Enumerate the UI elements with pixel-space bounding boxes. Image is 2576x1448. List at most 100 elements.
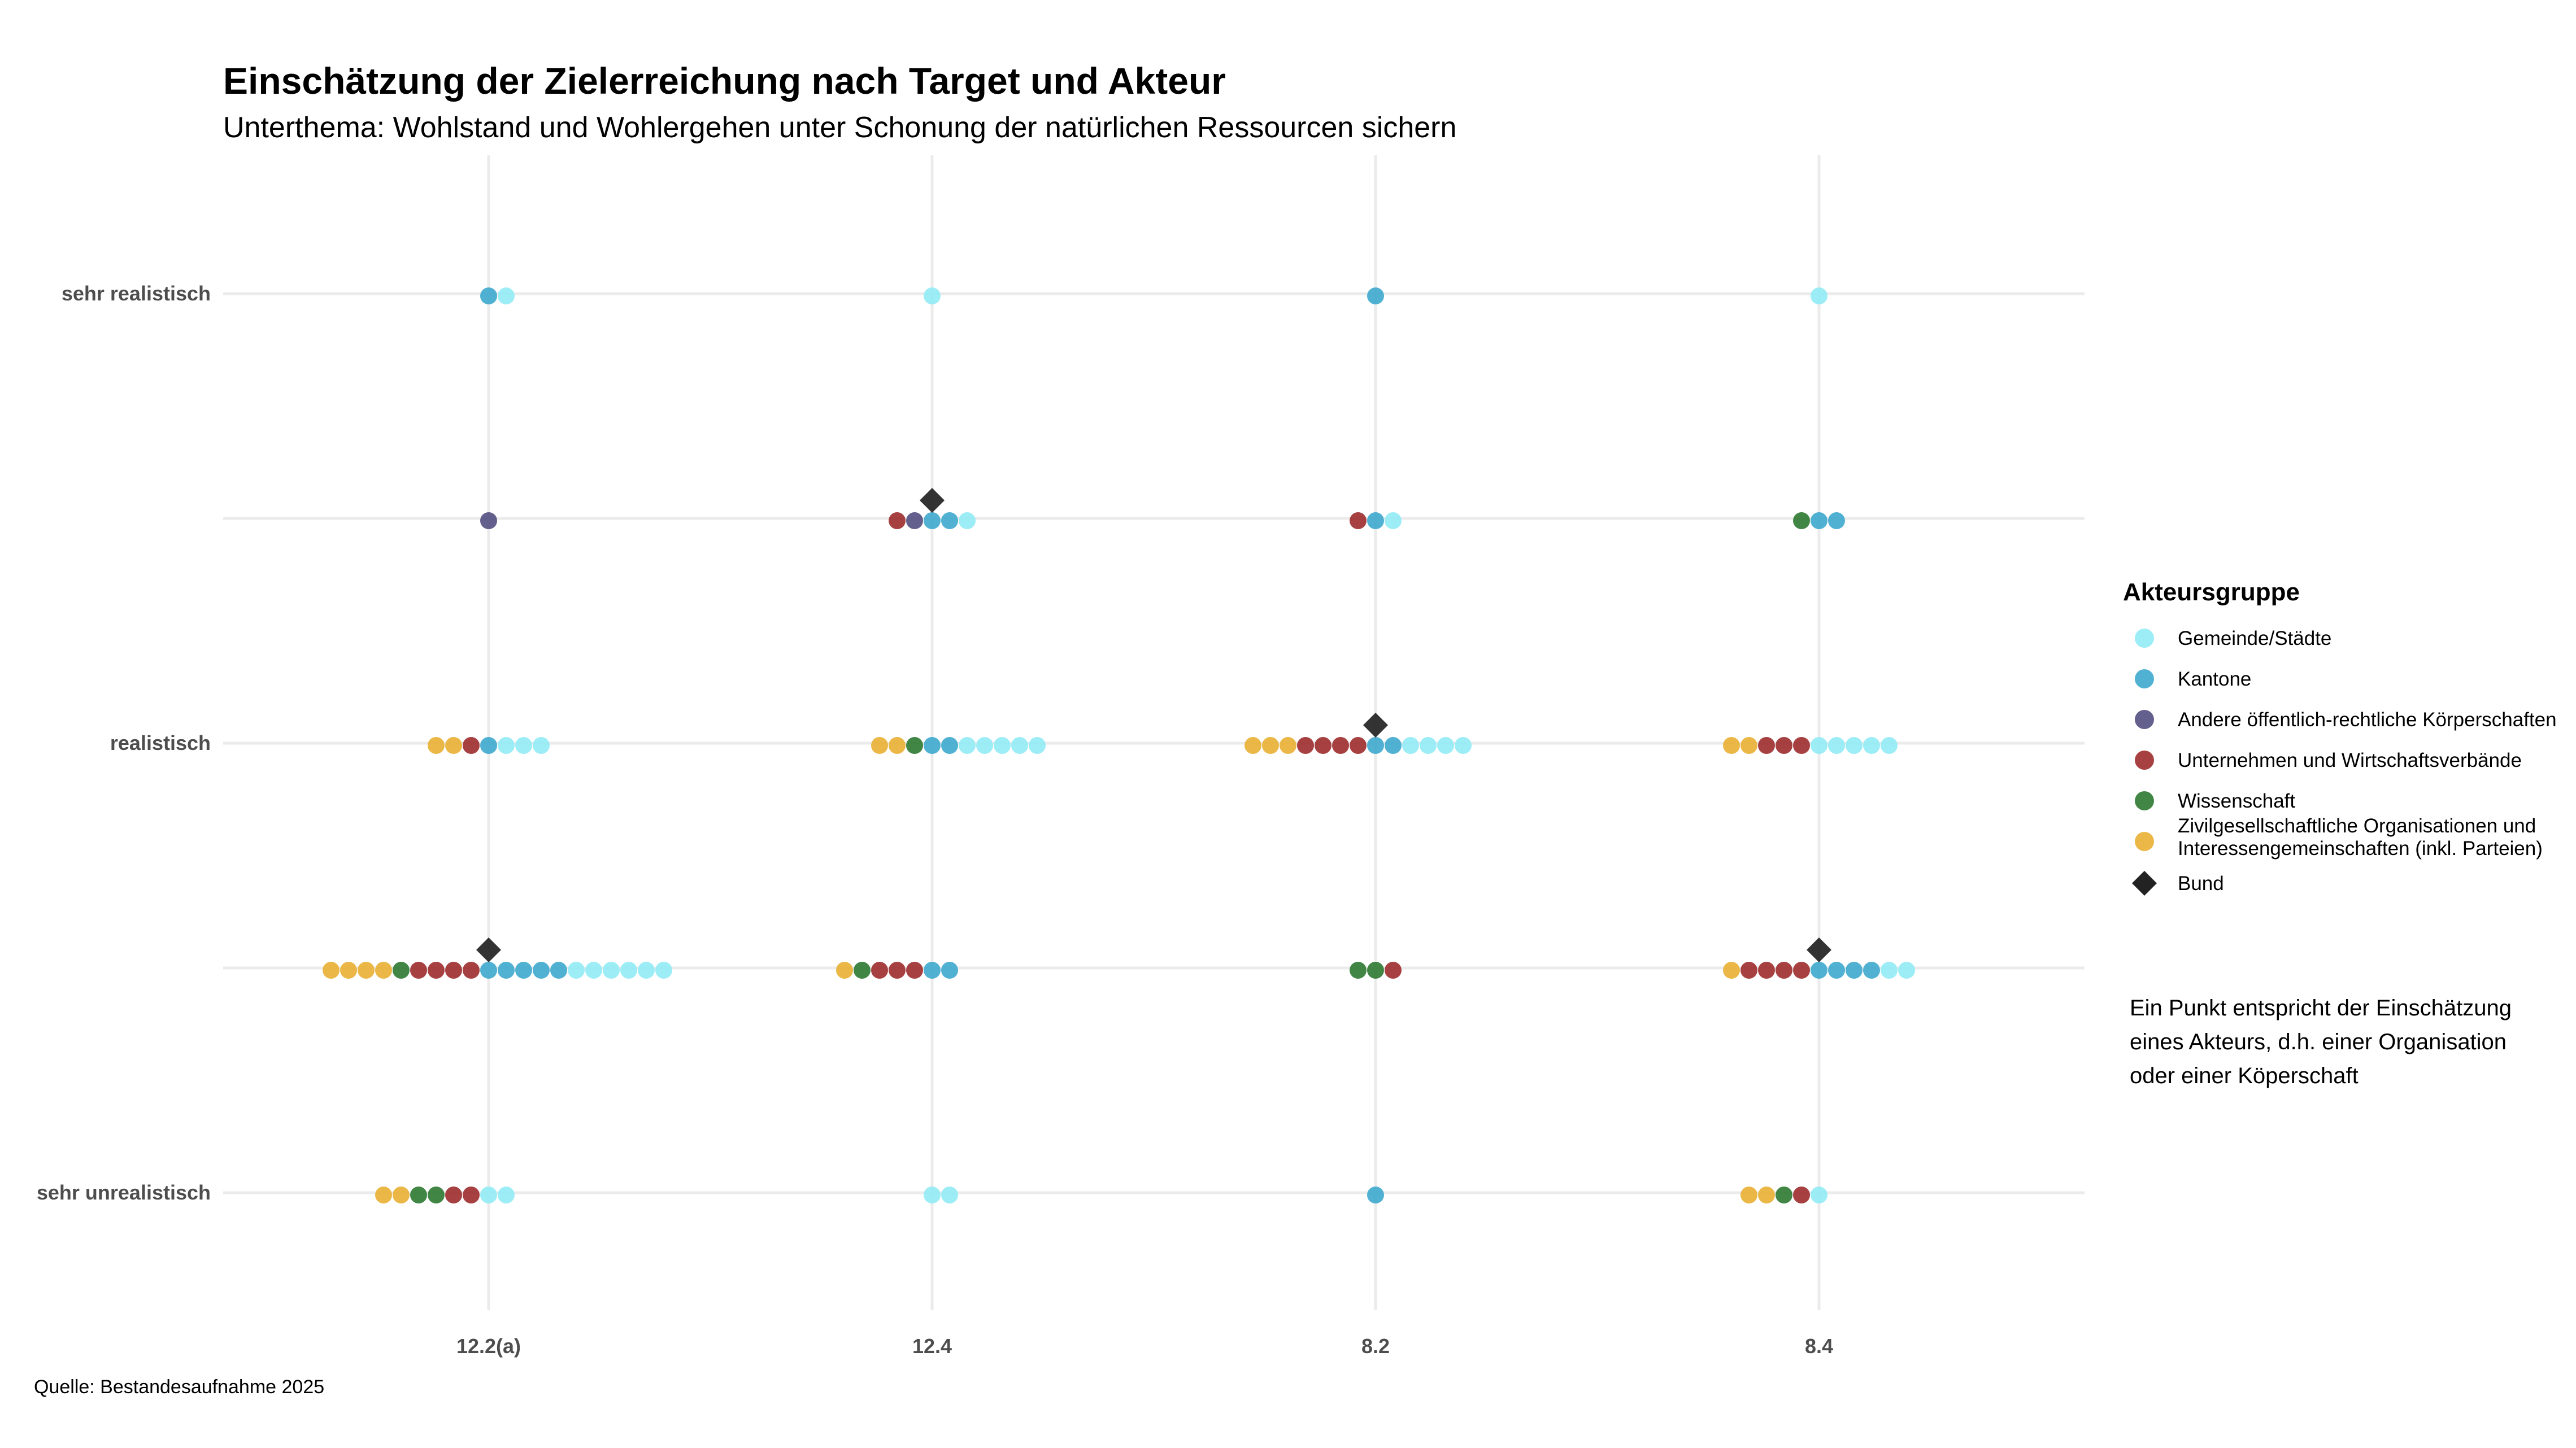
y-tick-label: sehr realistisch — [62, 282, 211, 305]
data-point-wissenschaft — [1367, 962, 1384, 979]
legend: Akteursgruppe Gemeinde/Städte Kantone Ande… — [2123, 578, 2557, 896]
data-point-kantone — [1863, 962, 1880, 979]
data-point-unternehmen — [463, 1187, 480, 1203]
data-points — [323, 287, 1915, 1203]
data-point-unternehmen — [1315, 737, 1331, 754]
data-point-zivil — [1723, 737, 1740, 754]
data-point-zivil — [428, 737, 445, 754]
data-point-kantone — [1811, 962, 1827, 979]
data-point-kantone — [1367, 287, 1384, 304]
data-point-gemeinde — [498, 287, 515, 304]
legend-label: Zivilgesellschaftliche Organisationen un… — [2178, 815, 2536, 837]
data-point-gemeinde — [515, 737, 532, 754]
data-point-gemeinde — [994, 737, 1011, 754]
source-caption: Quelle: Bestandesaufnahme 2025 — [34, 1376, 324, 1398]
legend-key-wissenschaft — [2135, 791, 2154, 810]
data-point-unternehmen — [410, 962, 427, 979]
data-point-zivil — [1740, 1187, 1757, 1203]
data-point-unternehmen — [1350, 737, 1367, 754]
data-point-unternehmen — [889, 512, 906, 529]
legend-title: Akteursgruppe — [2123, 578, 2300, 606]
data-point-gemeinde — [941, 1187, 958, 1203]
y-axis-labels: sehr realistisch realistisch sehr unrealis… — [37, 282, 211, 1204]
data-point-unternehmen — [1776, 737, 1792, 754]
legend-label: Interessengemeinschaften (inkl. Parteien… — [2178, 838, 2543, 860]
x-tick-label: 12.4 — [912, 1334, 952, 1358]
data-point-gemeinde — [1811, 737, 1827, 754]
data-point-zivil — [889, 737, 906, 754]
data-point-unternehmen — [1758, 962, 1775, 979]
data-point-wissenschaft — [854, 962, 871, 979]
data-point-gemeinde — [1029, 737, 1046, 754]
x-tick-label: 8.4 — [1805, 1334, 1833, 1358]
data-point-gemeinde — [655, 962, 672, 979]
data-point-kantone — [1367, 737, 1384, 754]
data-point-gemeinde — [1898, 962, 1915, 979]
data-point-zivil — [445, 737, 462, 754]
data-point-unternehmen — [463, 962, 480, 979]
data-point-unternehmen — [1793, 1187, 1810, 1203]
data-point-wissenschaft — [906, 737, 923, 754]
explanation-note: Ein Punkt entspricht der Einschätzung ei… — [2130, 996, 2512, 1088]
data-point-unternehmen — [871, 962, 888, 979]
data-point-gemeinde — [1811, 1187, 1827, 1203]
data-point-unternehmen — [1385, 962, 1402, 979]
data-point-kantone — [550, 962, 567, 979]
data-point-unternehmen — [1350, 512, 1367, 529]
data-point-kantone — [1828, 962, 1845, 979]
legend-key-zivil — [2135, 832, 2154, 851]
data-point-unternehmen — [445, 1187, 462, 1203]
legend-label: Bund — [2178, 873, 2224, 895]
data-point-zivil — [1262, 737, 1279, 754]
chart-title: Einschätzung der Zielerreichung nach Tar… — [223, 60, 1226, 102]
data-point-zivil — [871, 737, 888, 754]
data-point-zivil — [1758, 1187, 1775, 1203]
data-point-andere — [480, 512, 497, 529]
data-point-gemeinde — [1846, 737, 1863, 754]
x-tick-label: 8.2 — [1361, 1334, 1390, 1358]
data-point-zivil — [393, 1187, 410, 1203]
data-point-gemeinde — [959, 512, 976, 529]
data-point-gemeinde — [638, 962, 655, 979]
data-point-unternehmen — [1793, 962, 1810, 979]
data-point-gemeinde — [1828, 737, 1845, 754]
data-point-gemeinde — [568, 962, 585, 979]
data-point-gemeinde — [1863, 737, 1880, 754]
legend-label: Gemeinde/Städte — [2178, 627, 2331, 649]
data-point-gemeinde — [924, 1187, 941, 1203]
y-tick-label: sehr unrealistisch — [37, 1181, 211, 1204]
data-point-zivil — [340, 962, 357, 979]
data-point-kantone — [1811, 512, 1827, 529]
legend-key-kantone — [2135, 669, 2154, 688]
y-tick-label: realistisch — [110, 731, 211, 754]
data-point-kantone — [515, 962, 532, 979]
data-point-kantone — [480, 287, 497, 304]
data-point-kantone — [924, 962, 941, 979]
data-point-kantone — [498, 962, 515, 979]
data-point-unternehmen — [889, 962, 906, 979]
data-point-bund — [1363, 713, 1388, 738]
data-point-bund — [1807, 937, 1831, 962]
legend-label: Unternehmen und Wirtschaftsverbände — [2178, 749, 2522, 771]
data-point-gemeinde — [1011, 737, 1028, 754]
data-point-unternehmen — [1740, 962, 1757, 979]
data-point-kantone — [1828, 512, 1845, 529]
data-point-gemeinde — [585, 962, 602, 979]
data-point-gemeinde — [498, 737, 515, 754]
data-point-kantone — [1367, 1187, 1384, 1203]
data-point-kantone — [924, 737, 941, 754]
data-point-kantone — [480, 737, 497, 754]
data-point-gemeinde — [1385, 512, 1402, 529]
data-point-zivil — [358, 962, 375, 979]
data-point-kantone — [533, 962, 550, 979]
data-point-unternehmen — [1758, 737, 1775, 754]
data-point-wissenschaft — [393, 962, 410, 979]
data-point-kantone — [941, 962, 958, 979]
grid-lines — [223, 155, 2085, 1310]
data-point-gemeinde — [480, 1187, 497, 1203]
data-point-gemeinde — [924, 287, 941, 304]
data-point-unternehmen — [445, 962, 462, 979]
chart-subtitle: Unterthema: Wohlstand und Wohlergehen un… — [223, 111, 1456, 144]
x-axis-labels: 12.2(a) 12.4 8.2 8.4 — [456, 1334, 1833, 1358]
